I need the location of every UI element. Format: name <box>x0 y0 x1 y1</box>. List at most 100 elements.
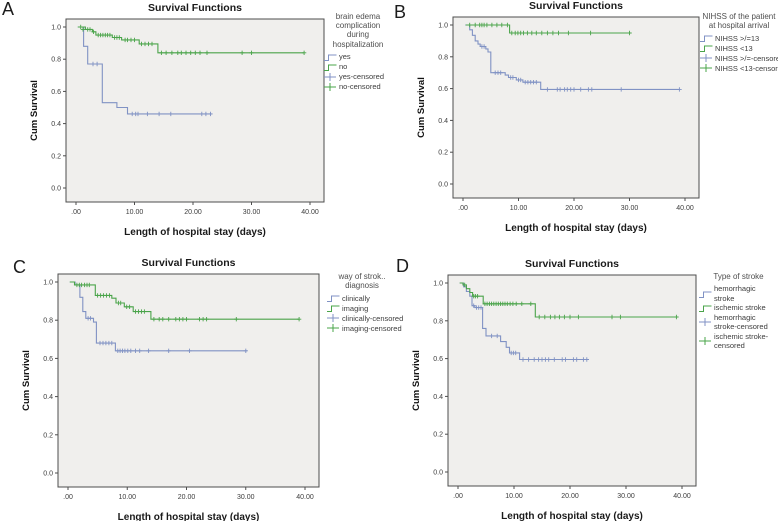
panel-b: B Survival Functions .00 10.00 20.00 30.00 4… <box>389 0 778 255</box>
legend-items: yes no yes-censored no-censored <box>324 52 392 92</box>
censor-plus-icon <box>327 324 339 333</box>
chart-title: Survival Functions <box>141 257 236 269</box>
svg-text:.00: .00 <box>63 494 73 501</box>
svg-text:1.0: 1.0 <box>43 280 53 287</box>
legend-item: hemorrhagic stroke-censored <box>699 313 778 332</box>
censor-plus-icon <box>471 303 476 308</box>
censor-plus-icon <box>234 317 239 322</box>
svg-text:.00: .00 <box>458 205 468 212</box>
censor-plus-icon <box>199 111 204 117</box>
censor-plus-icon <box>159 50 164 55</box>
svg-text:0.8: 0.8 <box>433 318 443 325</box>
censor-plus-icon <box>87 282 92 288</box>
censor-plus-icon <box>588 30 593 36</box>
censor-plus-icon <box>550 30 556 36</box>
legend-item-label: hemorrhagic stroke <box>714 284 756 303</box>
legend-item: no-censored <box>324 82 392 92</box>
censor-plus-icon <box>327 314 339 323</box>
censor-plus-icon <box>301 50 307 55</box>
legend-item-label: no-censored <box>339 82 381 92</box>
censor-plus-icon <box>204 317 209 322</box>
legend-item: NIHSS >/=13 <box>700 33 778 43</box>
censor-plus-icon <box>80 27 86 32</box>
svg-text:0.0: 0.0 <box>43 471 53 478</box>
survival-plot: .00 10.00 20.00 30.00 40.00 0.0 0.2 0.4 0.6 0.8 1.… <box>29 18 325 216</box>
censor-plus-icon <box>478 305 484 310</box>
censor-plus-icon <box>137 348 142 353</box>
svg-text:10.00: 10.00 <box>118 494 136 501</box>
censor-plus-icon <box>204 50 210 55</box>
y-axis-label: Cum Survival <box>21 350 32 411</box>
chart-title: Survival Functions <box>529 0 623 12</box>
censor-plus-icon <box>494 22 500 28</box>
censor-plus-icon <box>324 72 336 81</box>
survival-plot: .00 10.00 20.00 30.00 40.00 0.0 0.2 0.4 0.6 0.8 1.… <box>21 273 320 501</box>
censor-plus-icon <box>627 30 632 36</box>
survival-plot: .00 10.00 20.00 30.00 40.00 0.0 0.2 0.4 0.6 0.8 1.… <box>411 274 697 500</box>
censor-plus-icon <box>519 301 524 306</box>
censor-plus-icon <box>88 316 93 321</box>
legend-item-label: clinically-censored <box>342 313 404 323</box>
censor-plus-icon <box>699 318 711 327</box>
legend-item: no <box>324 62 392 72</box>
step-line-icon <box>327 305 340 313</box>
svg-text:0.6: 0.6 <box>51 89 61 96</box>
legend-item-label: NIHSS <13-censored <box>715 63 778 73</box>
censor-plus-icon <box>160 317 165 322</box>
censor-plus-icon <box>146 348 151 353</box>
censor-plus-icon <box>133 348 138 353</box>
censor-plus-icon <box>249 50 254 55</box>
censor-plus-icon <box>552 314 558 320</box>
legend-item-label: yes <box>339 52 351 62</box>
svg-text:0.4: 0.4 <box>433 394 443 401</box>
x-axis-label: Length of hospital stay (days) <box>501 511 643 521</box>
censor-plus-icon <box>584 357 589 362</box>
svg-text:1.0: 1.0 <box>438 23 448 30</box>
svg-text:10.00: 10.00 <box>126 209 144 216</box>
legend-item-label: imaging <box>342 303 369 313</box>
svg-text:0.8: 0.8 <box>51 57 61 64</box>
survival-curve-yes <box>77 26 212 115</box>
censor-plus-icon <box>529 30 534 36</box>
censor-plus-icon <box>510 75 516 80</box>
censor-plus-icon <box>521 30 526 36</box>
svg-text:0.2: 0.2 <box>43 432 53 439</box>
chart-title: Survival Functions <box>525 258 619 270</box>
censor-plus-icon <box>571 87 577 92</box>
legend-item: imaging <box>327 303 397 313</box>
censor-plus-icon <box>557 314 562 320</box>
y-axis-label: Cum Survival <box>416 77 427 138</box>
svg-text:40.00: 40.00 <box>296 494 314 501</box>
svg-text:.00: .00 <box>71 209 81 216</box>
legend-item: yes-censored <box>324 72 392 82</box>
step-line-icon <box>699 291 712 298</box>
censor-plus-icon <box>188 50 193 55</box>
svg-text:0.0: 0.0 <box>51 186 61 193</box>
censor-plus-icon <box>674 314 679 320</box>
survival-plot: .00 10.00 20.00 30.00 40.00 0.0 0.2 0.4 0.6 0.8 1.… <box>416 16 700 212</box>
censor-plus-icon <box>534 30 539 36</box>
legend-item-label: NIHSS >/=-censored <box>715 53 778 63</box>
panel-d-letter: D <box>396 256 409 276</box>
x-axis-label: Length of hospital stay (days) <box>124 227 266 238</box>
legend: Type of stroke hemorrhagic stroke ischemi… <box>699 272 778 350</box>
censor-plus-icon <box>513 350 518 356</box>
svg-text:0.6: 0.6 <box>433 356 443 363</box>
chart-b: Survival Functions .00 10.00 20.00 30.00 40.… <box>415 0 705 234</box>
legend-items: hemorrhagic stroke ischemic stroke hemorrh… <box>699 284 778 350</box>
censor-plus-icon <box>193 50 198 55</box>
censor-plus-icon <box>324 82 336 91</box>
svg-text:.00: .00 <box>453 493 463 500</box>
svg-text:30.00: 30.00 <box>237 494 255 501</box>
censor-plus-icon <box>163 50 169 55</box>
censor-plus-icon <box>557 87 563 92</box>
chart-title: Survival Functions <box>148 2 242 14</box>
svg-text:30.00: 30.00 <box>617 493 635 500</box>
censor-plus-icon <box>542 314 547 320</box>
censor-plus-icon <box>534 80 539 85</box>
censor-plus-icon <box>552 357 557 362</box>
censor-plus-icon <box>518 77 523 83</box>
legend-item: ischemic stroke <box>699 303 778 313</box>
svg-text:0.4: 0.4 <box>43 394 53 401</box>
